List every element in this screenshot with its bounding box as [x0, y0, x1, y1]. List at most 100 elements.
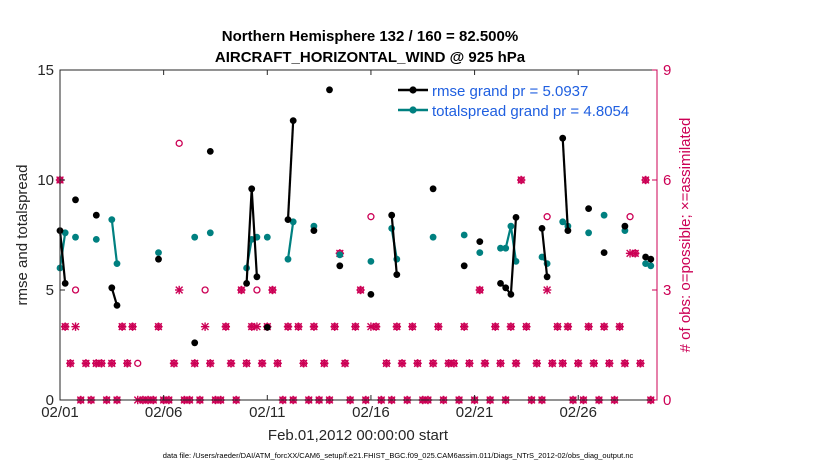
obs-possible-marker [175, 139, 183, 147]
obs-possible-marker [253, 286, 261, 294]
obs-assimilated-marker [330, 322, 339, 331]
obs-assimilated-marker [221, 322, 231, 331]
obs-assimilated-marker [460, 322, 469, 331]
obs-assimilated-marker [351, 322, 360, 331]
spread-point [72, 233, 79, 241]
y-tick-label: 0 [46, 392, 54, 409]
x-tick-label: 02/11 [249, 404, 285, 421]
x-axis-label: Feb.01,2012 00:00:00 start [268, 427, 449, 444]
obs-assimilated-marker [226, 359, 236, 368]
obs-assimilated-marker [615, 322, 624, 331]
rmse-series-line [540, 228, 549, 277]
rmse-point [538, 225, 546, 232]
spread-point [108, 216, 116, 224]
rmse-point [621, 222, 629, 230]
spread-point [642, 260, 649, 267]
obs-assimilated-marker [480, 359, 490, 368]
spread-series-line [110, 219, 119, 264]
spread-series-line [286, 221, 295, 260]
obs-assimilated-marker [542, 285, 552, 295]
obs-assimilated-marker [465, 359, 474, 368]
obs-possible-marker [543, 213, 551, 221]
spread-point [61, 229, 69, 237]
obs-assimilated-marker [66, 359, 75, 368]
rmse-point [647, 255, 655, 263]
obs-assimilated-marker [320, 359, 329, 368]
rmse-point [243, 280, 251, 287]
data-file-footnote: data file: /Users/raeder/DAI/ATM_forcXX/… [163, 451, 634, 460]
spread-point [289, 218, 297, 226]
obs-assimilated-marker [123, 359, 132, 368]
obs-assimilated-marker [174, 285, 184, 295]
spread-point [460, 231, 468, 239]
obs-assimilated-marker [449, 359, 459, 368]
rmse-point [253, 273, 261, 281]
obs-assimilated-marker [71, 322, 80, 331]
rmse-point [497, 280, 504, 287]
legend-box [395, 78, 653, 123]
rmse-point [310, 227, 318, 235]
obs-assimilated-marker [268, 285, 277, 295]
obs-assimilated-marker [340, 359, 350, 368]
rmse-point [289, 117, 297, 124]
spread-point [600, 211, 608, 219]
rmse-point [92, 211, 100, 219]
rmse-point [502, 284, 510, 292]
rmse-point [248, 185, 256, 193]
plot-area [60, 70, 657, 400]
y-tick-label: 5 [46, 282, 54, 299]
rmse-point [559, 134, 567, 142]
rmse-series-line [499, 217, 518, 296]
rmse-point [72, 196, 79, 204]
obs-assimilated-marker [60, 322, 70, 331]
spread-point [585, 229, 592, 237]
rmse-point [564, 227, 572, 235]
obs-assimilated-marker [558, 359, 567, 368]
rmse-point [155, 255, 162, 263]
obs-assimilated-marker [309, 322, 319, 331]
obs-assimilated-marker [475, 285, 484, 295]
rmse-point [284, 216, 292, 224]
spread-point [92, 236, 100, 243]
rmse-point [263, 324, 271, 331]
rmse-point [507, 291, 515, 298]
spread-point [497, 244, 504, 252]
obs-assimilated-marker [299, 359, 308, 368]
obs-assimilated-marker [428, 359, 438, 368]
obs-assimilated-marker [631, 249, 640, 258]
obs-assimilated-marker [294, 322, 303, 331]
legend: rmse grand pr = 5.0937 totalspread grand… [395, 78, 653, 123]
obs-assimilated-marker [107, 359, 117, 368]
obs-assimilated-marker [636, 359, 645, 368]
rmse-point [326, 86, 333, 94]
obs-assimilated-marker [496, 359, 505, 368]
chart-title-line1: Northern Hemisphere 132 / 160 = 82.500% [222, 28, 518, 45]
legend-rmse-label: rmse grand pr = 5.0937 [432, 83, 588, 100]
spread-point [429, 233, 437, 241]
obs-assimilated-marker [283, 322, 293, 331]
obs-assimilated-marker [584, 322, 593, 331]
rmse-point [600, 249, 608, 256]
obs-assimilated-marker [97, 359, 106, 368]
obs-assimilated-marker [532, 359, 541, 368]
obs-assimilated-marker [392, 322, 402, 331]
spread-point [538, 253, 546, 261]
spread-point [647, 262, 655, 270]
obs-assimilated-marker [605, 359, 614, 368]
rmse-series-line [286, 120, 295, 220]
obs-possible-marker [134, 359, 142, 367]
obs-assimilated-marker [589, 359, 598, 368]
rmse-point [512, 214, 520, 221]
rmse-point [336, 262, 344, 270]
rmse-point [585, 205, 592, 213]
obs-possible-marker [367, 213, 375, 221]
spread-point [476, 249, 484, 256]
obs-assimilated-marker [356, 285, 365, 295]
x-tick-label: 02/01 [41, 404, 79, 421]
x-tick-label: 02/16 [352, 404, 390, 421]
obs-assimilated-marker [371, 322, 381, 331]
rmse-point [388, 211, 396, 219]
y2-tick-label: 0 [663, 392, 671, 409]
chart-title-line2: AIRCRAFT_HORIZONTAL_WIND @ 925 hPa [215, 49, 526, 66]
